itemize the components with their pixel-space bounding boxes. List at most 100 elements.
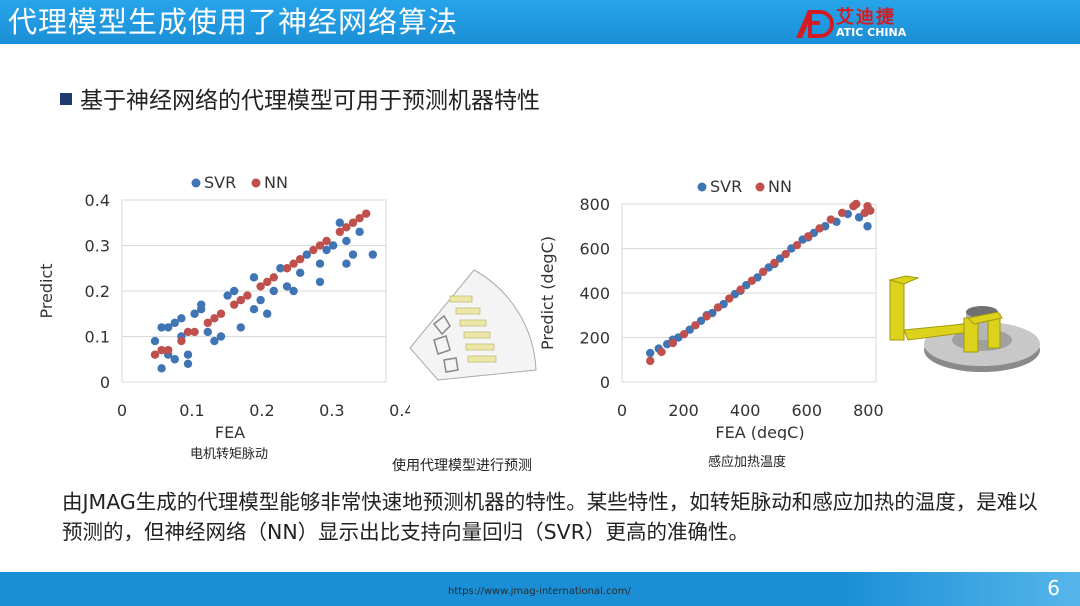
data-point-nn [736, 285, 745, 294]
y-tick-label: 800 [579, 195, 610, 214]
data-point-svr [315, 277, 325, 287]
x-tick-label: 0.2 [249, 401, 274, 420]
induction-heating-chart: 0 200 400 600 800 0 200 400 600 800 FEA (degC) Pred… [538, 177, 884, 440]
legend-marker-svr [697, 182, 707, 192]
data-point-nn [203, 318, 212, 328]
x-tick-label: 0.1 [179, 401, 204, 420]
slide-title: 代理模型生成使用了神经网络算法 [8, 5, 459, 39]
data-point-svr [282, 282, 292, 291]
website-link[interactable]: https://www.jmag-international.com/ [448, 586, 631, 597]
data-point-nn [691, 321, 700, 330]
data-point-nn [236, 295, 245, 305]
data-point-nn [342, 223, 351, 232]
caption-torque-ripple: 电机转矩脉动 [190, 447, 269, 462]
data-point-nn [355, 214, 364, 223]
footer-bar: https://www.jmag-international.com/ 6 [0, 572, 1080, 606]
legend-marker-nn [251, 178, 261, 188]
data-point-nn [322, 236, 331, 246]
data-point-svr [177, 314, 186, 323]
x-tick-label: 0.4 [389, 401, 410, 420]
data-point-svr [150, 336, 160, 346]
data-point-svr [685, 325, 694, 334]
y-tick-label: 400 [579, 284, 610, 303]
data-point-nn [866, 206, 875, 215]
data-point-nn [826, 215, 836, 224]
y-tick-label: 0.3 [85, 237, 110, 256]
data-point-nn [164, 345, 173, 355]
page-number: 6 [1047, 576, 1060, 600]
data-point-nn [348, 218, 358, 227]
data-point-svr [315, 259, 325, 268]
data-point-nn [852, 199, 861, 209]
x-tick-label: 800 [853, 401, 884, 420]
data-point-nn [177, 336, 186, 346]
legend-label-nn: NN [768, 177, 792, 196]
data-point-svr [223, 291, 232, 300]
title-bar: 代理模型生成使用了神经网络算法 艾迪捷 ATIC CHINA [0, 0, 1080, 44]
legend-marker-svr [191, 178, 201, 188]
y-tick-label: 0.2 [85, 282, 110, 301]
data-point-nn [183, 327, 193, 337]
x-axis-label: FEA (degC) [715, 423, 804, 440]
data-point-svr [342, 236, 351, 246]
data-point-svr [183, 359, 193, 368]
x-axis-label: FEA [215, 423, 245, 440]
data-point-nn [837, 208, 847, 218]
data-point-svr [157, 364, 166, 373]
logo-chinese-text: 艾迪捷 [836, 7, 896, 28]
square-bullet-icon [60, 93, 72, 105]
x-tick-label: 0.3 [319, 401, 344, 420]
data-point-nn [309, 245, 318, 255]
data-point-nn [668, 338, 677, 348]
data-point-svr [164, 323, 173, 332]
x-tick-label: 400 [730, 401, 761, 420]
x-tick-label: 0 [117, 401, 127, 420]
data-point-svr [190, 309, 199, 318]
torque-ripple-chart: 0 0.1 0.2 0.3 0.4 0 0.1 0.2 0.3 0.4 FEA Predict SVR N… [37, 173, 410, 440]
legend-label-svr: SVR [710, 177, 742, 196]
data-point-nn [296, 254, 305, 264]
data-point-svr [276, 264, 285, 273]
x-tick-label: 200 [668, 401, 699, 420]
x-tick-label: 0 [617, 401, 627, 420]
data-point-svr [296, 268, 305, 277]
data-point-svr [269, 286, 278, 296]
y-tick-label: 0 [100, 373, 110, 392]
y-axis-label: Predict (degC) [538, 236, 557, 350]
data-point-svr [335, 218, 344, 227]
y-tick-label: 0.4 [85, 191, 110, 210]
data-point-nn [150, 350, 160, 359]
y-tick-label: 200 [579, 329, 610, 348]
data-point-svr [210, 336, 219, 346]
data-point-svr [368, 250, 377, 259]
data-point-svr [157, 323, 166, 332]
data-point-svr [236, 323, 245, 332]
legend-label-svr: SVR [204, 173, 236, 192]
summary-paragraph: 由JMAG生成的代理模型能够非常快速地预测机器的特性。某些特性，如转矩脉动和感应… [62, 490, 1038, 544]
data-point-svr [170, 318, 179, 328]
data-point-svr [646, 348, 655, 358]
data-point-svr [170, 355, 179, 364]
y-tick-label: 600 [579, 240, 610, 259]
logo-english-text: ATIC CHINA [836, 26, 907, 39]
series-nn [646, 199, 875, 366]
data-point-svr [183, 350, 193, 359]
data-point-svr [348, 250, 358, 259]
data-point-nn [679, 329, 689, 339]
data-point-nn [804, 232, 813, 241]
data-point-svr [854, 213, 864, 222]
data-point-svr [249, 305, 259, 314]
y-tick-label: 0.1 [85, 328, 110, 347]
data-point-nn [256, 282, 265, 291]
data-point-nn [725, 294, 734, 303]
data-point-svr [342, 259, 351, 268]
data-point-svr [696, 316, 706, 326]
bullet-point: 基于神经网络的代理模型可用于预测机器特性 [60, 86, 540, 116]
data-point-nn [335, 227, 344, 237]
data-point-svr [863, 222, 872, 231]
data-point-nn [815, 224, 824, 233]
data-point-nn [362, 209, 371, 218]
data-point-svr [329, 241, 338, 250]
data-point-nn [713, 303, 723, 312]
data-point-svr [256, 295, 265, 305]
